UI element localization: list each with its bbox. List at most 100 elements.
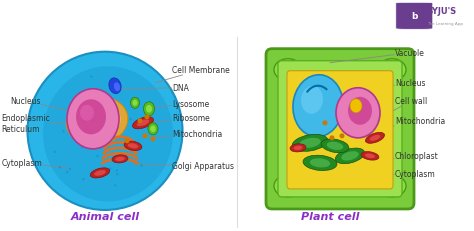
FancyBboxPatch shape <box>396 3 433 30</box>
Ellipse shape <box>109 168 111 170</box>
Ellipse shape <box>143 134 147 139</box>
Ellipse shape <box>27 52 182 210</box>
Ellipse shape <box>145 115 149 120</box>
Ellipse shape <box>125 139 129 144</box>
Ellipse shape <box>81 146 83 149</box>
Ellipse shape <box>336 148 365 164</box>
Ellipse shape <box>124 142 142 151</box>
Ellipse shape <box>90 76 92 79</box>
Ellipse shape <box>62 131 64 133</box>
Ellipse shape <box>66 97 128 146</box>
Ellipse shape <box>350 99 362 113</box>
Ellipse shape <box>293 146 302 150</box>
Ellipse shape <box>43 67 173 202</box>
Ellipse shape <box>83 128 85 130</box>
Text: Plant cell: Plant cell <box>301 211 359 221</box>
FancyBboxPatch shape <box>266 49 414 209</box>
Ellipse shape <box>322 121 328 126</box>
Text: Mitochondria: Mitochondria <box>148 130 222 139</box>
Ellipse shape <box>67 89 119 149</box>
Text: Endoplasmic
Reticulum: Endoplasmic Reticulum <box>1 114 73 133</box>
Text: Nucleus: Nucleus <box>360 79 426 91</box>
Ellipse shape <box>321 139 349 153</box>
Ellipse shape <box>66 171 68 174</box>
Ellipse shape <box>150 126 156 133</box>
Ellipse shape <box>124 137 127 140</box>
Ellipse shape <box>274 175 302 197</box>
Text: Ribosome: Ribosome <box>145 114 210 123</box>
Ellipse shape <box>69 168 71 170</box>
Ellipse shape <box>151 137 155 142</box>
FancyBboxPatch shape <box>278 61 402 197</box>
Ellipse shape <box>365 154 375 158</box>
Ellipse shape <box>292 135 328 152</box>
Ellipse shape <box>378 59 406 81</box>
Text: Cell Membrane: Cell Membrane <box>155 66 230 83</box>
Ellipse shape <box>301 86 323 114</box>
Text: Cytoplasm: Cytoplasm <box>355 170 436 179</box>
Ellipse shape <box>96 155 99 158</box>
Ellipse shape <box>128 144 138 149</box>
Ellipse shape <box>341 152 359 161</box>
Text: Cytoplasm: Cytoplasm <box>2 159 68 168</box>
Ellipse shape <box>140 164 143 167</box>
Text: Chloroplast: Chloroplast <box>360 152 439 163</box>
Ellipse shape <box>329 136 335 141</box>
Ellipse shape <box>109 79 121 94</box>
Ellipse shape <box>274 59 302 81</box>
Text: Vacuole: Vacuole <box>330 49 425 64</box>
Ellipse shape <box>336 88 380 138</box>
Ellipse shape <box>77 111 80 113</box>
Ellipse shape <box>293 76 343 137</box>
Ellipse shape <box>90 168 109 178</box>
Ellipse shape <box>148 123 158 135</box>
Ellipse shape <box>300 138 321 148</box>
Text: Golgi Apparatus: Golgi Apparatus <box>132 162 234 171</box>
Ellipse shape <box>137 119 143 124</box>
Text: Animal cell: Animal cell <box>71 211 139 221</box>
FancyBboxPatch shape <box>287 71 393 189</box>
Ellipse shape <box>80 105 94 121</box>
Ellipse shape <box>146 106 152 113</box>
Text: Lysosome: Lysosome <box>148 100 209 109</box>
Ellipse shape <box>115 105 118 108</box>
Ellipse shape <box>144 102 155 116</box>
Ellipse shape <box>130 98 139 109</box>
Ellipse shape <box>99 96 101 98</box>
Ellipse shape <box>115 157 125 161</box>
Ellipse shape <box>327 142 343 150</box>
Text: Mitochondria: Mitochondria <box>370 117 445 131</box>
Ellipse shape <box>54 151 56 153</box>
Text: Cell wall: Cell wall <box>393 97 427 111</box>
Ellipse shape <box>94 170 106 176</box>
Ellipse shape <box>303 155 337 171</box>
Ellipse shape <box>58 166 61 169</box>
Ellipse shape <box>114 83 120 92</box>
Ellipse shape <box>114 184 117 187</box>
Text: STRUCTURE AND COMPONENTS OF A CELL: STRUCTURE AND COMPONENTS OF A CELL <box>32 10 347 23</box>
Ellipse shape <box>82 178 85 181</box>
Ellipse shape <box>370 135 380 141</box>
Ellipse shape <box>378 175 406 197</box>
Ellipse shape <box>290 144 306 152</box>
Ellipse shape <box>116 173 118 176</box>
Text: b: b <box>411 12 418 21</box>
Text: BYJU'S: BYJU'S <box>427 7 457 16</box>
Ellipse shape <box>71 128 73 131</box>
Ellipse shape <box>115 79 117 82</box>
Bar <box>401 0 474 33</box>
Ellipse shape <box>348 97 372 125</box>
Ellipse shape <box>310 159 330 168</box>
Ellipse shape <box>361 152 379 160</box>
Ellipse shape <box>129 118 132 121</box>
Ellipse shape <box>133 117 154 129</box>
Ellipse shape <box>73 103 121 140</box>
Ellipse shape <box>76 100 106 135</box>
Text: DNA: DNA <box>118 84 189 93</box>
Ellipse shape <box>339 134 345 139</box>
Ellipse shape <box>365 133 384 144</box>
Ellipse shape <box>112 155 128 163</box>
Text: Nucleus: Nucleus <box>10 97 78 113</box>
Ellipse shape <box>133 100 137 106</box>
Text: The Learning App: The Learning App <box>427 22 463 26</box>
